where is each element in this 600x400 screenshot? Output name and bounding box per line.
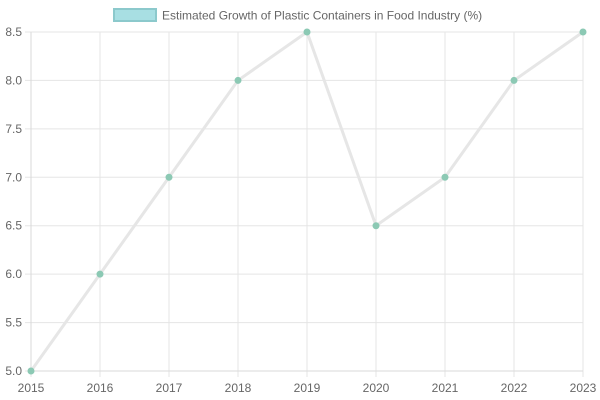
data-point[interactable] — [441, 173, 449, 181]
y-tick-label: 7.0 — [5, 170, 22, 184]
data-point[interactable] — [234, 76, 242, 84]
x-tick-label: 2023 — [570, 381, 597, 395]
x-tick-label: 2017 — [156, 381, 183, 395]
y-tick-label: 8.0 — [5, 73, 22, 87]
y-tick-label: 5.0 — [5, 364, 22, 378]
x-tick-label: 2022 — [501, 381, 528, 395]
y-tick-label: 8.5 — [5, 25, 22, 39]
y-tick-label: 5.5 — [5, 316, 22, 330]
series — [27, 28, 587, 375]
data-point[interactable] — [27, 367, 35, 375]
x-tick-label: 2016 — [87, 381, 114, 395]
grid — [25, 31, 584, 377]
data-point[interactable] — [510, 76, 518, 84]
y-axis-ticks: 5.0 5.5 6.0 6.5 7.0 7.5 8.0 8.5 — [5, 25, 22, 378]
legend-swatch[interactable] — [113, 8, 157, 22]
x-tick-label: 2021 — [432, 381, 459, 395]
legend-label[interactable]: Estimated Growth of Plastic Containers i… — [162, 9, 482, 23]
y-tick-label: 6.5 — [5, 219, 22, 233]
data-point[interactable] — [303, 28, 311, 36]
x-tick-label: 2019 — [294, 381, 321, 395]
data-point[interactable] — [165, 173, 173, 181]
data-point[interactable] — [579, 28, 587, 36]
axes — [30, 32, 583, 372]
legend[interactable]: Estimated Growth of Plastic Containers i… — [113, 8, 482, 23]
x-tick-label: 2020 — [363, 381, 390, 395]
x-tick-label: 2018 — [225, 381, 252, 395]
data-point[interactable] — [372, 222, 380, 230]
x-axis-ticks: 2015 2016 2017 2018 2019 2020 2021 2022 2023 — [18, 381, 597, 395]
y-tick-label: 6.0 — [5, 267, 22, 281]
data-point[interactable] — [96, 270, 104, 278]
x-tick-label: 2015 — [18, 381, 45, 395]
y-tick-label: 7.5 — [5, 122, 22, 136]
